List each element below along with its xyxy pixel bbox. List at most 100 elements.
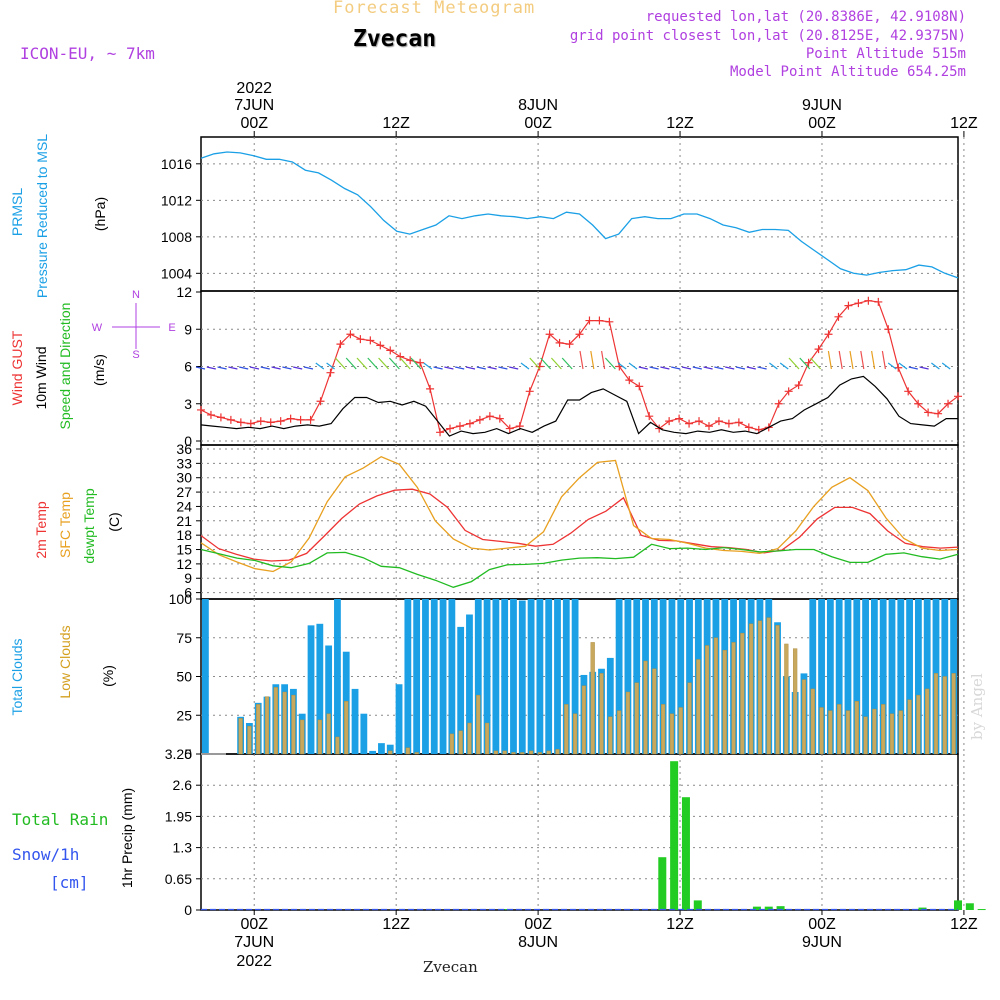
ytick-label-temperature: 18 bbox=[176, 527, 192, 543]
wind-direction-arrow bbox=[838, 350, 843, 370]
total-cloud-bar bbox=[369, 750, 377, 754]
total-cloud-bar bbox=[325, 645, 333, 754]
total-cloud-bar bbox=[334, 599, 341, 754]
bottom-year-label: 2022 bbox=[236, 953, 272, 970]
low-cloud-bar bbox=[449, 733, 454, 755]
wind-gust-point bbox=[724, 419, 733, 428]
low-cloud-bar bbox=[749, 623, 754, 755]
ytick-label-precip: 2.6 bbox=[173, 777, 193, 793]
low-cloud-bar bbox=[705, 645, 710, 755]
total-cloud-bar bbox=[413, 599, 421, 754]
top-hour-label: 00Z bbox=[524, 115, 552, 132]
total-cloud-bar bbox=[474, 599, 482, 754]
wind-direction-arrow bbox=[769, 362, 778, 370]
ylabel-precip: 1hr Precip (mm) bbox=[119, 788, 135, 888]
top-hour-label: 12Z bbox=[666, 115, 694, 132]
total-cloud-bar bbox=[307, 625, 315, 754]
low-cloud-bar bbox=[740, 632, 745, 755]
wind-gust-point bbox=[924, 408, 933, 417]
wind-direction-arrow bbox=[217, 366, 227, 370]
ytick-label-wind: 9 bbox=[184, 321, 192, 337]
bottom-hour-label: 12Z bbox=[950, 916, 978, 933]
wind-direction-arrow bbox=[476, 366, 486, 370]
wind-direction-arrow bbox=[249, 366, 260, 370]
wind-gust-point bbox=[256, 417, 265, 426]
bottom-hour-label: 00Z bbox=[808, 916, 836, 933]
wind-gust-point bbox=[306, 415, 315, 424]
model-altitude: Model Point Altitude 654.25m bbox=[729, 64, 966, 80]
low-cloud-bar bbox=[678, 707, 683, 755]
ylabel-2m-temp: 2m Temp bbox=[33, 501, 49, 559]
wind-direction-arrow bbox=[334, 357, 346, 370]
gridpoint-coords: grid point closest lon,lat (20.8125E, 42… bbox=[569, 28, 966, 44]
wind-gust-point bbox=[734, 418, 743, 427]
wind-gust-point bbox=[475, 415, 484, 424]
low-cloud-bar bbox=[837, 704, 842, 755]
low-cloud-bar bbox=[617, 710, 622, 755]
panel-frame-precip bbox=[200, 753, 959, 911]
low-cloud-bar bbox=[634, 682, 639, 755]
low-cloud-bar bbox=[669, 713, 675, 755]
wind-direction-arrow bbox=[601, 350, 606, 370]
low-cloud-bar bbox=[282, 691, 287, 755]
wind-gust-point bbox=[814, 345, 823, 354]
wind-direction-arrow bbox=[703, 366, 713, 370]
wind-direction-arrow bbox=[628, 362, 638, 370]
label-cm: [cm] bbox=[50, 873, 89, 892]
low-cloud-bar bbox=[273, 687, 278, 755]
total-cloud-bar bbox=[888, 599, 896, 754]
total-cloud-bar bbox=[571, 599, 579, 754]
total-cloud-bar bbox=[826, 599, 834, 754]
low-cloud-bar bbox=[643, 660, 648, 755]
low-cloud-bar bbox=[872, 708, 877, 755]
wind-direction-arrow bbox=[399, 357, 411, 370]
wind-direction-arrow bbox=[465, 366, 476, 370]
wind-direction-arrow bbox=[860, 350, 865, 370]
location-title: Zvecan bbox=[353, 26, 437, 52]
wind-gust-point bbox=[605, 317, 614, 326]
total-cloud-bar bbox=[809, 599, 817, 754]
wind-direction-arrow bbox=[529, 357, 541, 370]
wind-gust-point bbox=[525, 387, 534, 396]
low-cloud-bar bbox=[661, 704, 666, 755]
low-cloud-bar bbox=[713, 637, 719, 755]
wind-direction-arrow bbox=[757, 366, 767, 370]
wind-direction-arrow bbox=[195, 366, 206, 370]
total-cloud-bar bbox=[677, 599, 685, 754]
wind-direction-arrow bbox=[788, 357, 800, 370]
low-cloud-bar bbox=[898, 710, 903, 755]
wind-direction-arrow bbox=[282, 366, 292, 370]
low-cloud-bar bbox=[810, 688, 815, 755]
wind-direction-arrow bbox=[735, 366, 746, 370]
wind-direction-arrow bbox=[604, 357, 616, 370]
total-cloud-bar bbox=[897, 599, 905, 754]
total-cloud-bar bbox=[351, 688, 359, 754]
low-cloud-bar bbox=[925, 688, 930, 755]
wind-gust-point bbox=[455, 422, 464, 431]
low-cloud-bar bbox=[388, 750, 393, 755]
ylabel-units-c: (C) bbox=[106, 512, 122, 531]
ytick-label-temperature: 33 bbox=[176, 455, 192, 471]
precip-bar bbox=[977, 909, 986, 911]
total-cloud-bar bbox=[422, 599, 429, 754]
low-cloud-bar bbox=[344, 701, 349, 755]
wind-direction-arrow bbox=[671, 366, 681, 370]
wind-direction-arrow bbox=[941, 362, 951, 370]
total-cloud-bar bbox=[501, 599, 509, 754]
total-cloud-bar bbox=[554, 599, 561, 754]
bottom-date-label: 8JUN bbox=[518, 934, 558, 951]
precip-bar bbox=[776, 906, 785, 910]
top-date-label: 8JUN bbox=[518, 97, 558, 114]
total-cloud-bar bbox=[439, 599, 447, 754]
ytick-label-temperature: 27 bbox=[176, 484, 192, 500]
low-cloud-bar bbox=[546, 750, 551, 755]
ytick-label-temperature: 30 bbox=[176, 470, 192, 486]
wind-gust-point bbox=[714, 417, 723, 426]
wind-gust-point bbox=[864, 296, 873, 305]
wind-direction-arrow bbox=[356, 357, 368, 370]
wind-direction-arrow bbox=[919, 366, 929, 370]
low-cloud-bar bbox=[581, 685, 587, 755]
total-cloud-bar bbox=[430, 599, 438, 754]
wind-gust-point bbox=[206, 410, 215, 419]
